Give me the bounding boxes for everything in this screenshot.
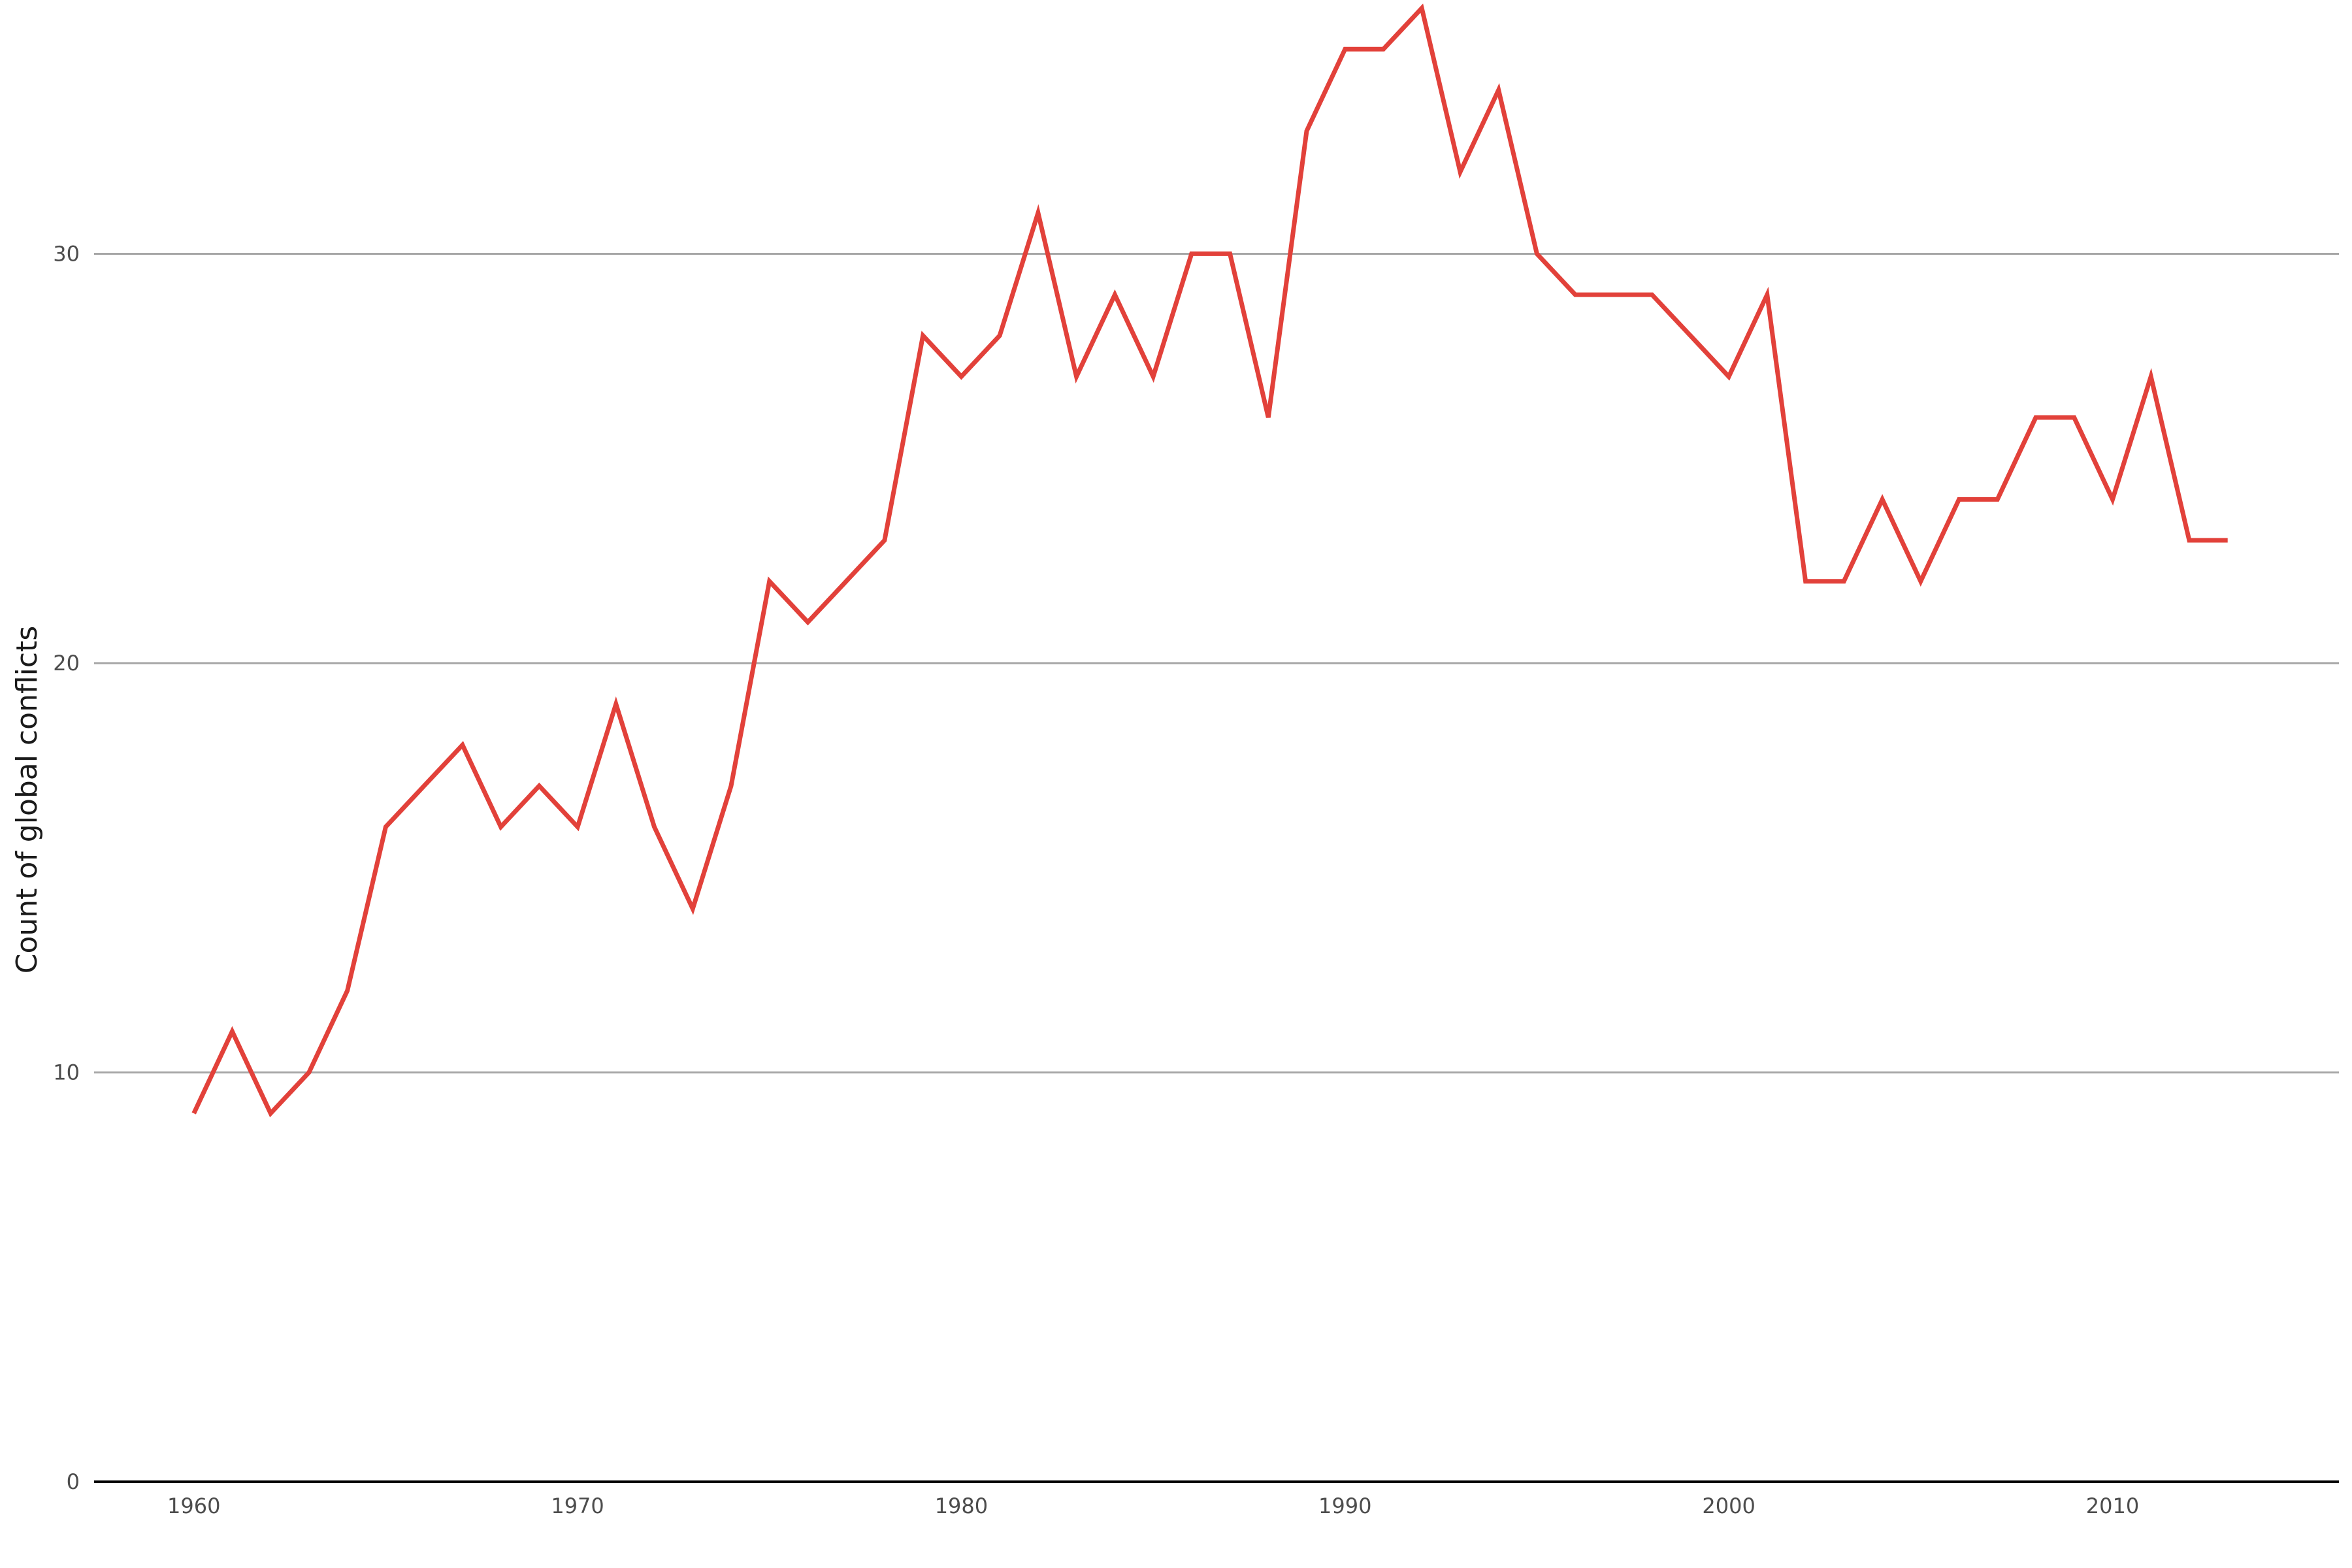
gridlines: [94, 252, 2339, 1073]
y-tick-label: 10: [53, 1060, 80, 1085]
series-line-0: [191, 3, 2228, 1118]
x-tick-label: 1990: [1318, 1494, 1371, 1518]
x-tick-label: 2010: [2086, 1494, 2139, 1518]
y-tick-label: 0: [67, 1469, 80, 1494]
x-tick-label: 1960: [167, 1494, 220, 1518]
y-tick-label: 30: [53, 241, 80, 266]
series-layer: [191, 3, 2228, 1118]
x-tick-label: 1970: [551, 1494, 604, 1518]
x-tick-label: 2000: [1702, 1494, 1755, 1518]
y-axis-ticks: 0 10 20 30: [53, 241, 80, 1494]
y-axis-title: Count of global conflicts: [10, 626, 44, 974]
x-tick-label: 1980: [935, 1494, 988, 1518]
x-axis-ticks: 1960 1970 1980 1990 2000 2010: [167, 1494, 2139, 1518]
y-tick-label: 20: [53, 651, 80, 676]
